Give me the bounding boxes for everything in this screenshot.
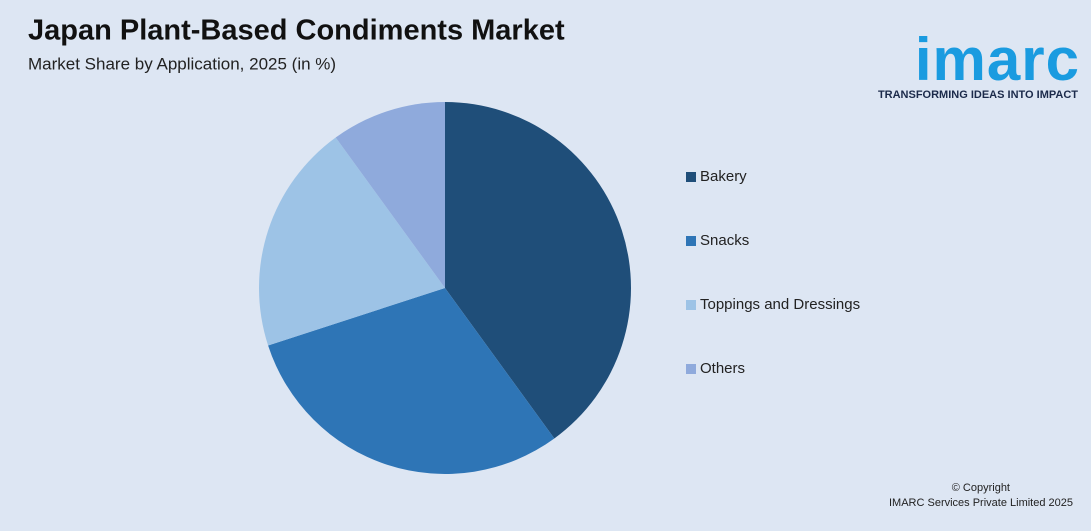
- pie-slice: [335, 102, 445, 288]
- legend-swatch: [686, 300, 696, 310]
- pie-slice: [268, 288, 555, 475]
- copyright-owner: IMARC Services Private Limited 2025: [889, 497, 1073, 509]
- pie-slice: [445, 102, 632, 439]
- legend-swatch: [686, 172, 696, 182]
- pie-slice: [259, 137, 445, 346]
- copyright: © Copyright: [952, 482, 1010, 494]
- legend-label: Snacks: [700, 232, 749, 249]
- chart-title: Japan Plant-Based Condiments Market: [28, 15, 565, 47]
- legend-swatch: [686, 364, 696, 374]
- chart-subtitle: Market Share by Application, 2025 (in %): [28, 54, 336, 73]
- logo-tagline: TRANSFORMING IDEAS INTO IMPACT: [878, 89, 1078, 101]
- legend-swatch: [686, 236, 696, 246]
- legend-label: Others: [700, 360, 745, 377]
- logo-name: imarc: [915, 26, 1080, 93]
- legend-label: Toppings and Dressings: [700, 296, 860, 313]
- legend-label: Bakery: [700, 168, 747, 185]
